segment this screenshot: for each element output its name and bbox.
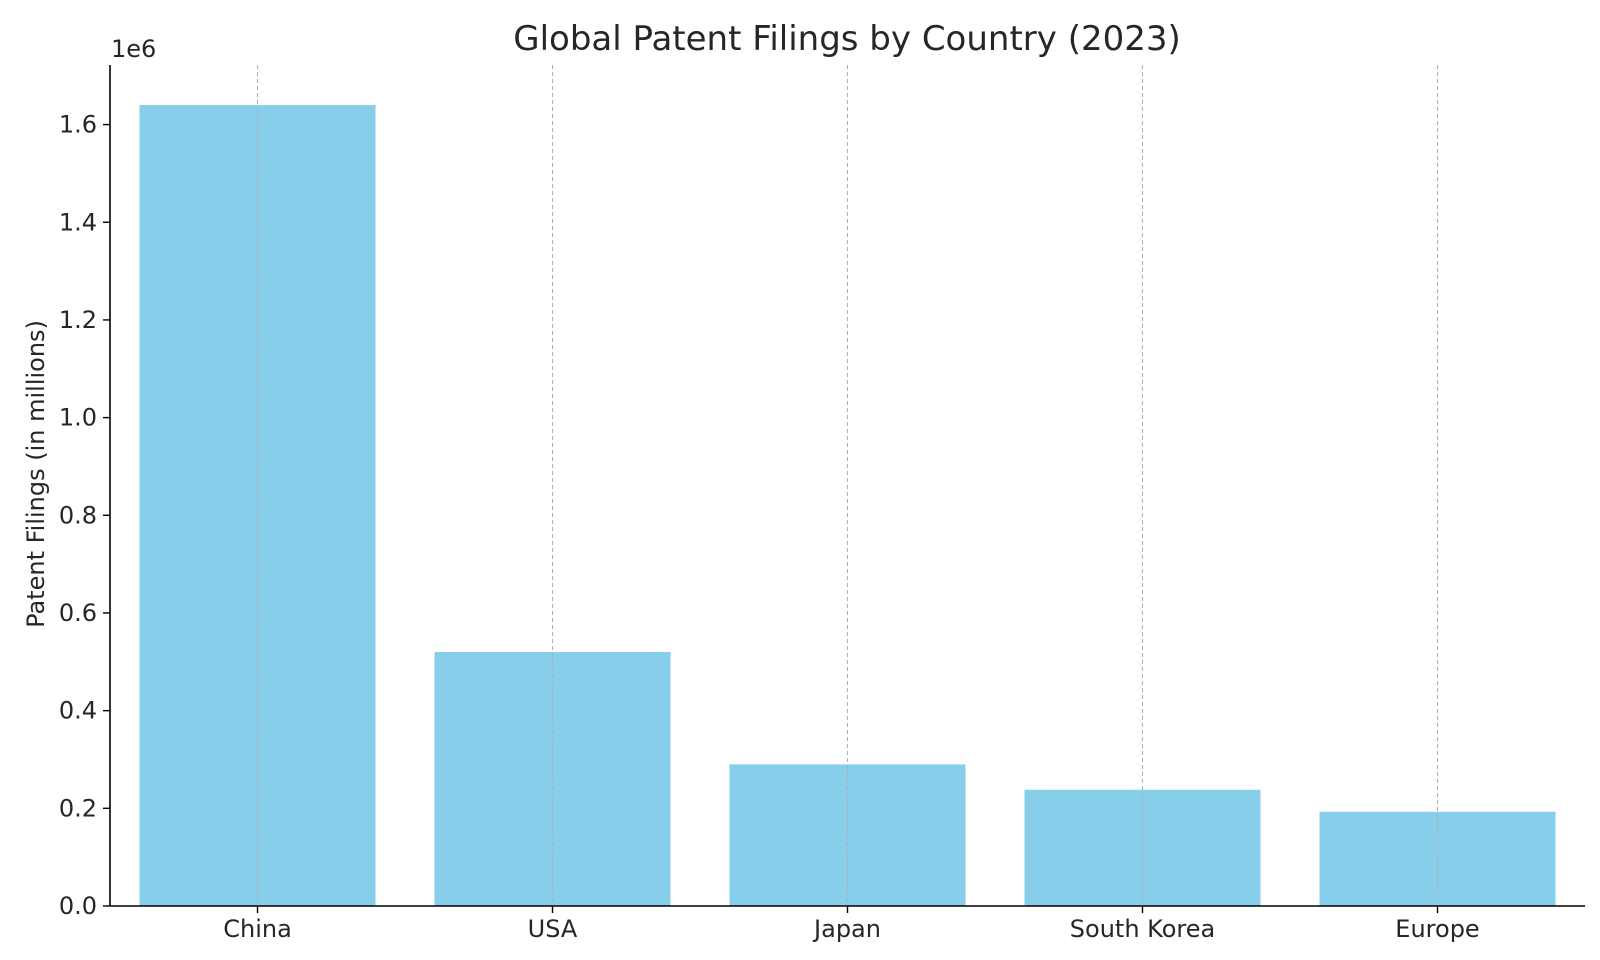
chart-title: Global Patent Filings by Country (2023) [513,19,1181,59]
y-tick-label: 0.6 [59,599,97,627]
x-tick-label: South Korea [1070,915,1215,943]
y-axis-offset-label: 1e6 [111,35,156,63]
x-tick-label: Europe [1395,915,1479,943]
vertical-grid-layer [257,65,1438,906]
x-tick-label: Japan [812,915,881,943]
y-tick-label: 0.0 [59,892,97,920]
bars-layer [139,105,1556,907]
y-tick-label: 1.2 [59,306,97,334]
y-tick-label: 0.8 [59,501,97,529]
x-tick-label: USA [528,915,578,943]
y-tick-label: 1.4 [59,208,97,236]
y-tick-label: 0.4 [59,697,97,725]
y-tick-label: 1.6 [59,111,97,139]
y-tick-label: 1.0 [59,404,97,432]
bar-china [139,105,376,907]
y-tick-label: 0.2 [59,794,97,822]
ticks-layer: 0.0 0.2 0.4 0.6 0.8 1.0 1.2 1.4 1.6 China USA Japan… [59,111,1480,943]
y-axis-label: Patent Filings (in millions) [22,320,50,628]
x-tick-label: China [223,915,292,943]
